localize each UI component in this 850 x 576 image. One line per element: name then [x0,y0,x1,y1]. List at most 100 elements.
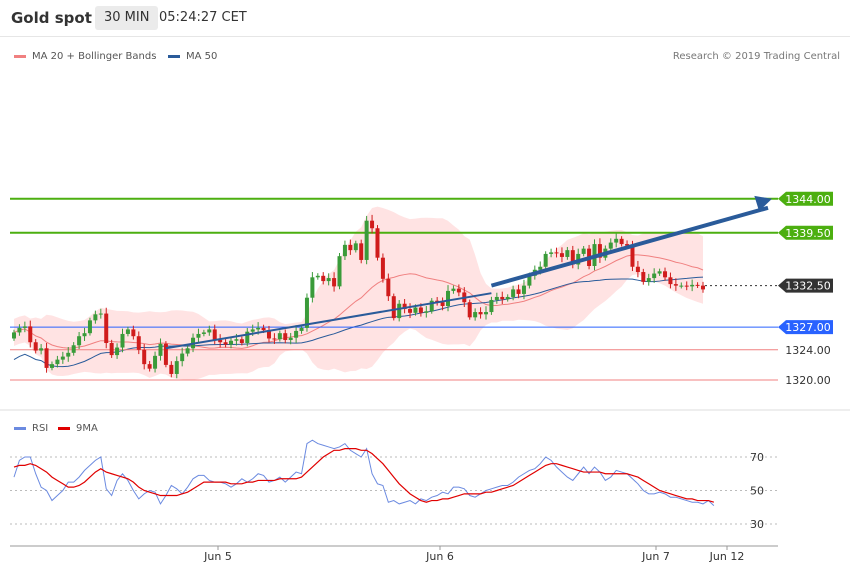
candle [657,268,662,276]
candle-body [77,336,82,346]
ma50-swatch [168,54,180,58]
candle [245,327,250,347]
candle [397,300,402,322]
candle [207,325,212,336]
candle-body [321,275,326,282]
candle [549,248,554,258]
candle [337,253,342,290]
candle-body [646,278,651,282]
candle-body [250,329,255,332]
x-tick-label: Jun 5 [203,550,232,563]
candle-body [446,290,451,307]
candle [494,292,499,304]
level-tag-5: 1320.00 [785,374,831,387]
candle-body [125,329,130,334]
candle-body [456,288,461,293]
candle [185,345,190,357]
candle [93,310,98,324]
x-tick-label: Jun 7 [641,550,670,563]
candle [239,336,244,346]
candle-body [60,356,65,360]
candle-body [180,353,185,362]
candle-body [337,256,342,287]
candle-body [66,352,71,357]
candle-body [380,257,385,279]
x-tick-label: Jun 6 [425,550,454,563]
ma20-swatch [14,54,26,58]
candle [115,343,120,359]
candle [353,240,358,253]
candle [489,296,494,315]
candle [87,317,92,336]
legend-9ma-label: 9MA [76,423,98,434]
candle [71,342,76,356]
timeframe-button[interactable]: 30 MIN [95,6,159,30]
candle [304,293,309,332]
candle-body [386,278,391,297]
candle [120,328,125,353]
candle-body [505,296,510,300]
candle-body [701,285,705,290]
candle-body [147,364,152,369]
candle-body [153,355,158,369]
candle-body [315,275,320,278]
candle [668,272,673,289]
candle-body [93,314,98,321]
candle-body [104,313,109,344]
candle-body [304,297,309,328]
candle [142,343,147,370]
candle [153,351,158,373]
candle-body [71,345,76,353]
candle [82,327,87,341]
candle-body [33,342,38,351]
candle-body [397,303,402,319]
candle [386,273,391,301]
candle-body [109,343,114,356]
rsi-tick-label: 30 [750,518,764,531]
candle-body [483,312,488,315]
candle [473,308,478,321]
candle [364,215,369,265]
candle [646,273,651,286]
candle [690,279,695,292]
rsi-tick-label: 50 [750,485,764,498]
legend-ma50: MA 50 [168,51,217,62]
candle-body [516,289,521,294]
candle-body [635,266,640,273]
candle [380,253,385,283]
level-label-4: 1324.00 [785,344,831,357]
x-tick-label: Jun 12 [709,550,745,563]
candle-body [413,307,418,313]
candle [174,356,179,379]
candle-body [657,271,662,274]
candle [125,326,130,337]
candle [348,239,353,255]
candle-body [359,243,364,260]
candle [310,272,315,303]
candle-body [467,302,472,318]
candle-body [527,275,532,286]
candle-body [663,271,668,278]
candle [478,307,483,319]
candle [614,233,619,248]
candle-body [690,284,695,287]
candle-body [28,326,33,343]
candle-body [375,228,380,258]
candle-body [163,343,168,365]
candle [684,281,689,291]
candle [12,329,16,341]
candle-body [554,252,559,254]
candle [695,282,700,289]
candle-body [614,238,619,243]
candle [505,294,510,302]
ma9-swatch [58,426,70,430]
candle [218,334,223,348]
candle-body [440,302,445,307]
candle [402,298,407,314]
candle [511,285,516,301]
candle-body [174,361,179,374]
candle [559,247,564,263]
copyright: Research © 2019 Trading Central [672,51,840,62]
candle-body [424,311,429,313]
